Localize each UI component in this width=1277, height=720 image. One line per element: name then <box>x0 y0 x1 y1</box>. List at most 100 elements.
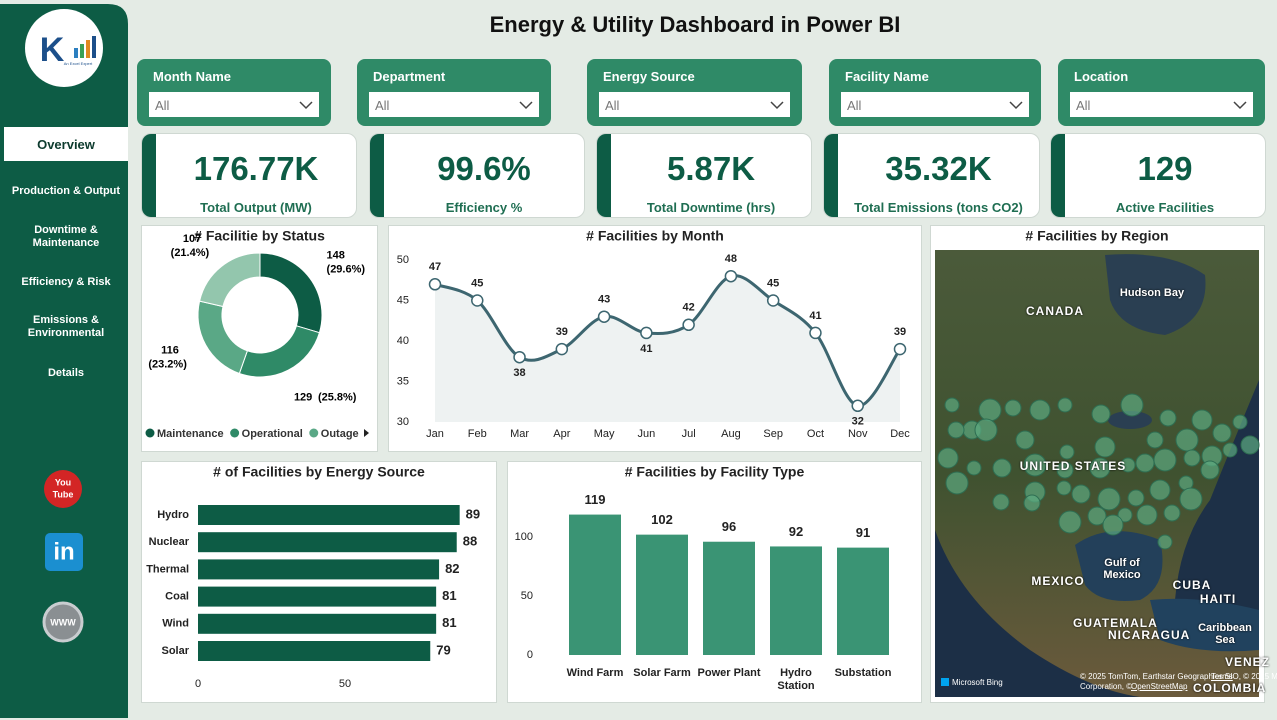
map-bubble <box>1056 480 1072 496</box>
x-tick-label: 50 <box>339 678 351 690</box>
data-label: 81 <box>442 615 456 630</box>
slicer-dropdown[interactable]: All <box>1070 92 1253 117</box>
map-attribution: © 2025 TomTom, Earthstar Geographics SIO… <box>1080 672 1277 681</box>
kpi-value: 129 <box>1137 150 1193 187</box>
web-text: WWW <box>50 617 76 627</box>
slicer[interactable]: Facility Name All <box>829 59 1041 126</box>
map-bubble <box>992 458 1012 478</box>
data-label: 39 <box>556 326 568 338</box>
map-label: GUATEMALA <box>1073 616 1158 630</box>
y-tick-label: Nuclear <box>149 536 190 548</box>
linkedin-text: in <box>53 538 74 565</box>
linkedin-icon[interactable] <box>45 533 83 571</box>
chevron-path <box>1233 101 1247 110</box>
map-bubble <box>1117 507 1133 523</box>
data-label: 81 <box>442 588 456 603</box>
marker <box>428 278 442 291</box>
x-tick-label: Dec <box>890 428 910 440</box>
map-bubble <box>1089 457 1111 479</box>
kpi-card: 129 Active Facilities <box>1050 133 1266 218</box>
slicer-dropdown[interactable]: All <box>149 92 319 117</box>
map-bubble <box>1023 453 1047 477</box>
data-label: 48 <box>725 253 737 265</box>
x-tick-label: Hydro Station <box>777 667 815 692</box>
marker <box>809 326 822 340</box>
web-icon[interactable] <box>42 601 84 643</box>
slicer-dropdown[interactable]: All <box>841 92 1029 117</box>
nav-item[interactable]: Emissions & Environmental <box>27 314 105 339</box>
kpi-card: 5.87K Total Downtime (hrs) <box>596 133 812 218</box>
y-tick-label: Solar <box>161 645 189 657</box>
y-tick-label: 30 <box>397 416 409 428</box>
x-tick-label: Apr <box>553 428 570 440</box>
map-bubble <box>1175 428 1199 452</box>
chevron <box>770 101 784 110</box>
nav-item[interactable]: Downtime & Maintenance <box>32 224 100 249</box>
map-bubble <box>1222 442 1238 458</box>
slicer-dropdown[interactable]: All <box>599 92 790 117</box>
area <box>435 275 900 422</box>
data-label: 41 <box>640 343 652 355</box>
map-label: VENEZ <box>1225 655 1271 669</box>
map-label: UNITED STATES <box>1019 459 1127 473</box>
chart-title: # Facilities by Month <box>586 228 724 244</box>
nav-item[interactable]: Efficiency & Risk <box>21 275 111 288</box>
map-water <box>1150 598 1259 652</box>
kpi-strip <box>597 134 611 217</box>
map-bubble <box>1120 393 1144 417</box>
marker <box>555 342 569 356</box>
slicer-dropdown[interactable]: All <box>369 92 539 117</box>
youtube-icon[interactable] <box>44 470 82 508</box>
map-bubble <box>1094 436 1116 458</box>
map-bubble <box>1023 494 1041 512</box>
slicer[interactable]: Department All <box>357 59 551 126</box>
bar <box>198 641 431 661</box>
chart-title: # of Facilities by Energy Source <box>213 464 425 480</box>
map-label: Hudson Bay <box>1119 287 1185 299</box>
data-label: (25.8%) <box>318 391 357 403</box>
data-label: 89 <box>466 506 480 521</box>
map-bubble <box>1157 534 1173 550</box>
nav-item[interactable]: Details <box>47 366 85 379</box>
kpi-label: Total Emissions (tons CO2) <box>854 200 1023 215</box>
data-label: 119 <box>585 492 606 507</box>
x-tick-label: May <box>594 428 615 440</box>
kpi-label: Total Output (MW) <box>200 200 312 215</box>
x-tick-label: Jan <box>426 428 444 440</box>
map-bubble <box>1029 399 1051 421</box>
map-bubble <box>1097 487 1121 511</box>
map-bubble <box>1087 506 1107 526</box>
map-bubble <box>1212 423 1232 443</box>
map-bubble <box>1127 489 1145 507</box>
y-tick-label: Thermal <box>146 563 189 575</box>
logo-bar <box>80 44 84 58</box>
y-tick-label: 0 <box>527 649 533 661</box>
map-bubble <box>978 398 1002 422</box>
chart-title: # Facilities by Facility Type <box>625 464 805 480</box>
bar <box>770 546 822 655</box>
data-label: 92 <box>789 524 803 539</box>
data-label: 96 <box>722 519 736 534</box>
data-label: (29.6%) <box>327 263 366 275</box>
chevron <box>519 101 533 110</box>
data-label: (21.4%) <box>171 247 210 259</box>
slicer[interactable]: Energy Source All <box>587 59 802 126</box>
data-label: 88 <box>463 534 477 549</box>
kpi-strip <box>1051 134 1065 217</box>
chevron-path <box>299 101 313 110</box>
kpi-label: Efficiency % <box>445 200 523 215</box>
map-bubble <box>1091 404 1111 424</box>
marker <box>851 399 864 413</box>
map-bubble <box>944 397 960 413</box>
bar <box>636 534 688 655</box>
donut-slice <box>198 252 261 308</box>
kpi-value: 99.6% <box>437 150 531 187</box>
slicer[interactable]: Location All <box>1058 59 1265 126</box>
data-label: 82 <box>445 561 459 576</box>
youtube-text: Tube <box>53 489 74 499</box>
logo-text: An Excel Expert <box>64 61 93 66</box>
slicer[interactable]: Month Name All <box>137 59 331 126</box>
nav-item[interactable]: Overview <box>4 127 128 161</box>
nav-item[interactable]: Production & Output <box>11 184 121 197</box>
